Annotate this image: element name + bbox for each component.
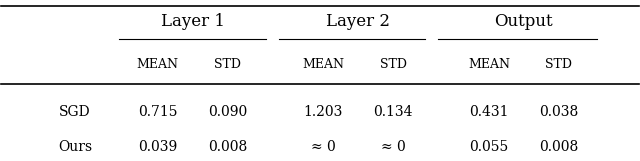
Text: 0.038: 0.038: [540, 105, 579, 119]
Text: Ours: Ours: [59, 140, 93, 154]
Text: 0.008: 0.008: [540, 140, 579, 154]
Text: 0.090: 0.090: [208, 105, 247, 119]
Text: MEAN: MEAN: [136, 58, 179, 71]
Text: Output: Output: [495, 14, 553, 30]
Text: ≈ 0: ≈ 0: [381, 140, 406, 154]
Text: Layer 1: Layer 1: [161, 14, 225, 30]
Text: 0.055: 0.055: [469, 140, 509, 154]
Text: STD: STD: [380, 58, 407, 71]
Text: 0.134: 0.134: [374, 105, 413, 119]
Text: STD: STD: [545, 58, 572, 71]
Text: 0.431: 0.431: [469, 105, 509, 119]
Text: 0.715: 0.715: [138, 105, 177, 119]
Text: Layer 2: Layer 2: [326, 14, 390, 30]
Text: MEAN: MEAN: [468, 58, 510, 71]
Text: MEAN: MEAN: [302, 58, 344, 71]
Text: 1.203: 1.203: [303, 105, 343, 119]
Text: SGD: SGD: [59, 105, 90, 119]
Text: STD: STD: [214, 58, 241, 71]
Text: 0.008: 0.008: [208, 140, 247, 154]
Text: 0.039: 0.039: [138, 140, 177, 154]
Text: ≈ 0: ≈ 0: [311, 140, 335, 154]
